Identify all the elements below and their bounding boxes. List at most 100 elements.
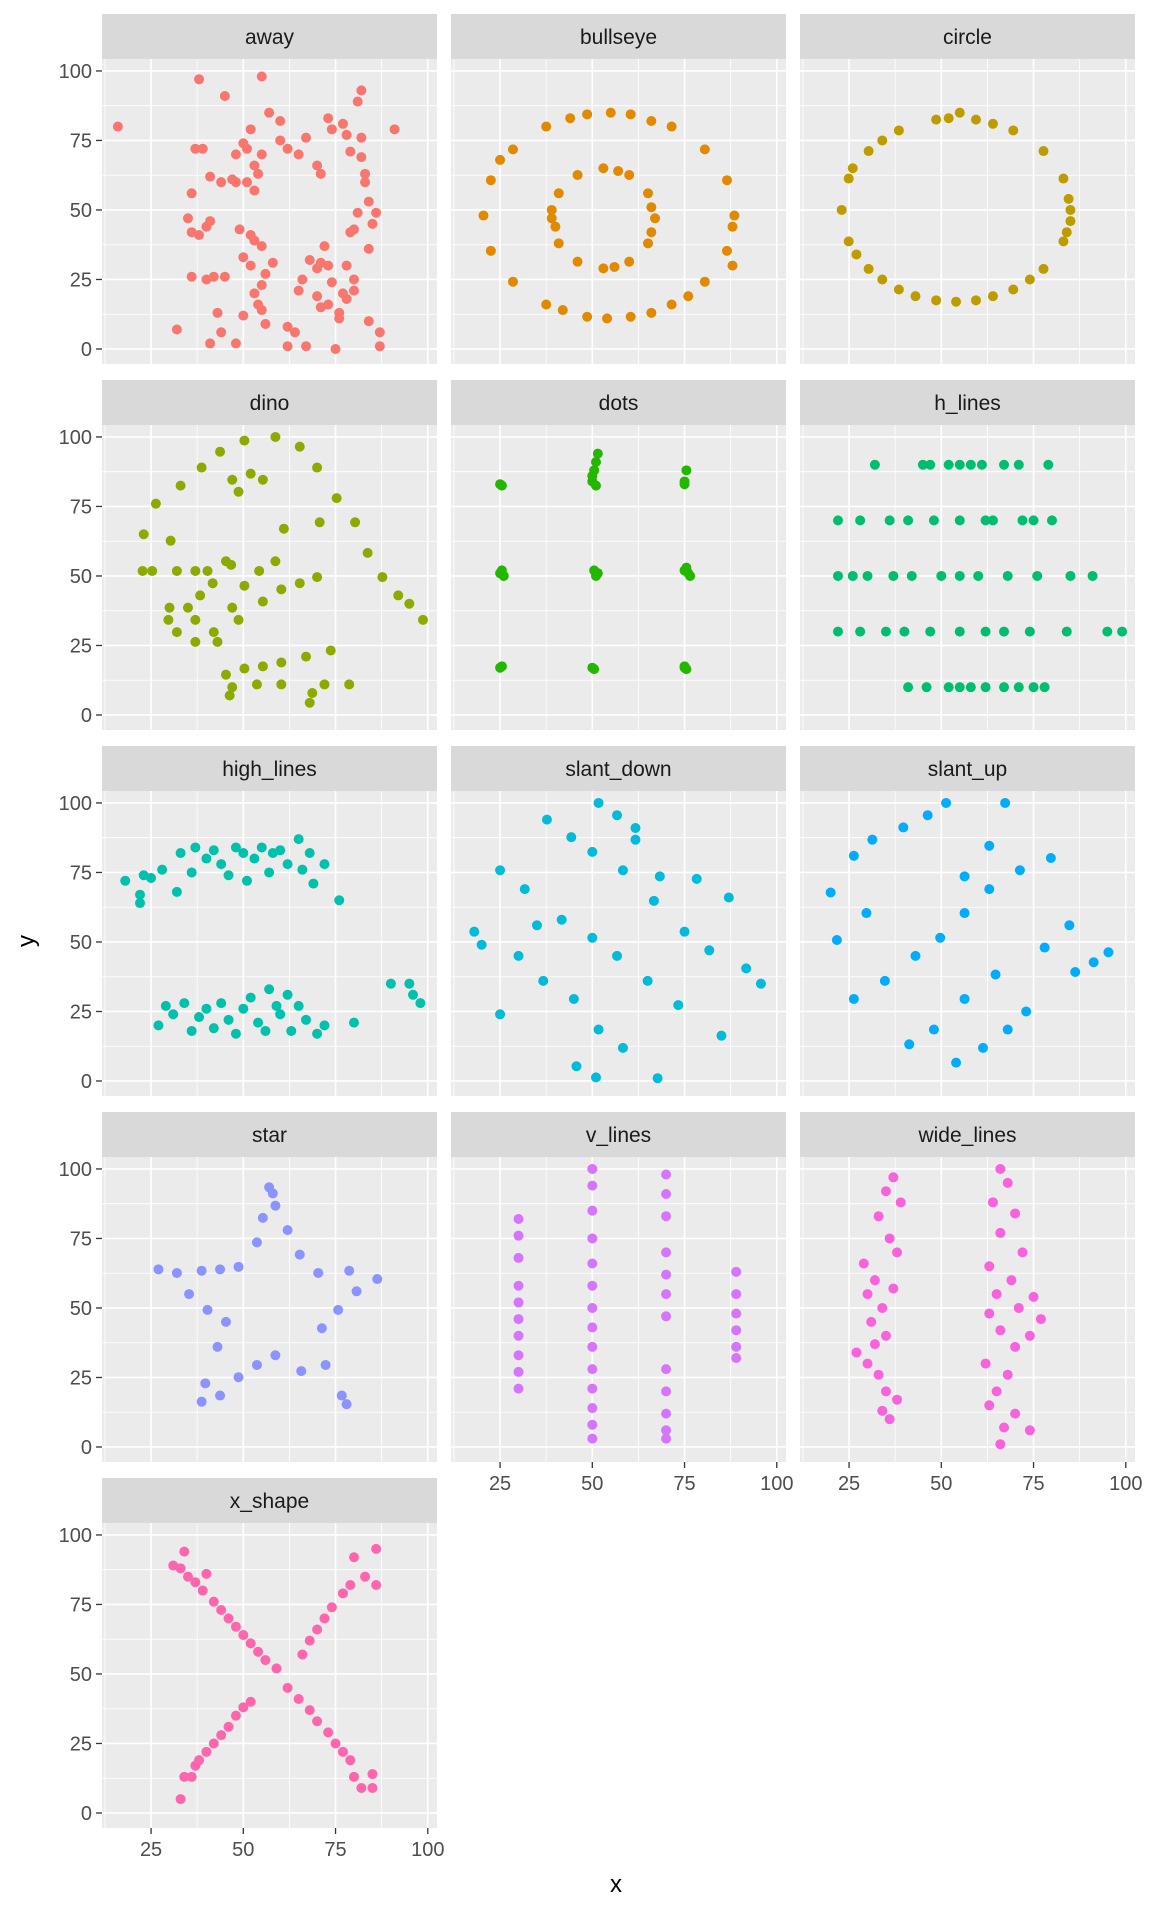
point-h_lines bbox=[1017, 515, 1028, 526]
point-dino bbox=[304, 697, 315, 708]
point-v_lines bbox=[513, 1350, 524, 1361]
point-high_lines bbox=[348, 1017, 359, 1028]
point-slant_up bbox=[959, 871, 970, 882]
point-wide_lines bbox=[999, 1422, 1010, 1433]
point-v_lines bbox=[731, 1325, 742, 1336]
point-away bbox=[186, 271, 197, 282]
point-high_lines bbox=[256, 842, 267, 853]
point-high_lines bbox=[186, 867, 197, 878]
point-x_shape bbox=[208, 1738, 219, 1749]
point-slant_down bbox=[519, 884, 530, 895]
panel-background bbox=[800, 1157, 1135, 1462]
point-bullseye bbox=[546, 204, 557, 215]
point-away bbox=[341, 129, 352, 140]
point-slant_down bbox=[571, 1061, 582, 1072]
point-high_lines bbox=[275, 845, 286, 856]
y-tick-label: 0 bbox=[81, 705, 92, 727]
point-dino bbox=[190, 614, 201, 625]
point-x_shape bbox=[304, 1635, 315, 1646]
point-away bbox=[304, 255, 315, 266]
point-x_shape bbox=[337, 1746, 348, 1757]
point-h_lines bbox=[1024, 626, 1035, 637]
point-dino bbox=[319, 679, 330, 690]
point-high_lines bbox=[304, 848, 315, 859]
point-bullseye bbox=[625, 311, 636, 322]
point-away bbox=[312, 291, 323, 302]
point-v_lines bbox=[587, 1419, 598, 1430]
panel-background bbox=[451, 1157, 786, 1462]
facet-v_lines: v_lines 25 50 75 100 bbox=[451, 1112, 793, 1495]
point-x_shape bbox=[245, 1638, 256, 1649]
point-dino bbox=[171, 565, 182, 576]
facet-away: away 0 25 50 75 100 bbox=[59, 14, 437, 364]
point-away bbox=[249, 185, 260, 196]
facet-circle: circle bbox=[800, 14, 1135, 364]
point-wide_lines bbox=[862, 1358, 873, 1369]
point-away bbox=[238, 310, 249, 321]
point-dino bbox=[276, 679, 287, 690]
point-dino bbox=[301, 651, 312, 662]
facet-strip-label: dots bbox=[599, 392, 639, 415]
point-h_lines bbox=[925, 459, 936, 470]
point-high_lines bbox=[301, 1014, 312, 1025]
point-x_shape bbox=[326, 1602, 337, 1613]
y-tick-label: 25 bbox=[70, 1367, 92, 1389]
point-wide_lines bbox=[884, 1414, 895, 1425]
facet-strip bbox=[800, 746, 1135, 791]
point-v_lines bbox=[661, 1433, 672, 1444]
point-wide_lines bbox=[984, 1308, 995, 1319]
point-away bbox=[194, 74, 205, 85]
point-v_lines bbox=[513, 1214, 524, 1225]
point-dots bbox=[681, 562, 692, 573]
point-away bbox=[323, 113, 334, 124]
y-tick-label: 0 bbox=[81, 339, 92, 361]
point-x_shape bbox=[230, 1621, 241, 1632]
point-slant_up bbox=[959, 908, 970, 919]
point-x_shape bbox=[337, 1588, 348, 1599]
point-away bbox=[197, 143, 208, 154]
point-dino bbox=[226, 559, 237, 570]
point-dino bbox=[150, 498, 161, 509]
point-slant_down bbox=[704, 945, 715, 956]
point-away bbox=[356, 85, 367, 96]
point-wide_lines bbox=[880, 1386, 891, 1397]
point-away bbox=[205, 171, 216, 182]
point-high_lines bbox=[297, 864, 308, 875]
point-away bbox=[267, 257, 278, 268]
point-wide_lines bbox=[1002, 1177, 1013, 1188]
point-slant_down bbox=[593, 1024, 604, 1035]
y-tick-label: 75 bbox=[70, 130, 92, 152]
point-circle bbox=[1058, 173, 1069, 184]
point-h_lines bbox=[833, 515, 844, 526]
point-slant_up bbox=[984, 840, 995, 851]
point-v_lines bbox=[661, 1247, 672, 1258]
point-x_shape bbox=[323, 1727, 334, 1738]
point-star bbox=[296, 1366, 307, 1377]
point-away bbox=[334, 313, 345, 324]
point-dino bbox=[294, 578, 305, 589]
point-v_lines bbox=[587, 1433, 598, 1444]
point-wide_lines bbox=[892, 1247, 903, 1258]
point-away bbox=[363, 196, 374, 207]
point-x_shape bbox=[186, 1771, 197, 1782]
facet-star: star 0 25 50 75 100 bbox=[59, 1112, 437, 1462]
point-bullseye bbox=[572, 169, 583, 180]
point-bullseye bbox=[650, 213, 661, 224]
point-circle bbox=[877, 274, 888, 285]
point-high_lines bbox=[264, 867, 275, 878]
point-dots bbox=[496, 480, 507, 491]
point-bullseye bbox=[643, 188, 654, 199]
point-x_shape bbox=[197, 1585, 208, 1596]
point-slant_up bbox=[935, 932, 946, 943]
point-bullseye bbox=[624, 169, 635, 180]
facet-x_shape: x_shape 0 25 50 75 100 25 50 75 100 bbox=[59, 1478, 444, 1861]
point-dino bbox=[239, 435, 250, 446]
point-high_lines bbox=[171, 886, 182, 897]
point-away bbox=[208, 271, 219, 282]
point-bullseye bbox=[546, 213, 557, 224]
facet-strip bbox=[800, 14, 1135, 59]
point-h_lines bbox=[884, 515, 895, 526]
point-away bbox=[352, 96, 363, 107]
point-bullseye bbox=[699, 144, 710, 155]
panel-background bbox=[102, 1523, 437, 1828]
